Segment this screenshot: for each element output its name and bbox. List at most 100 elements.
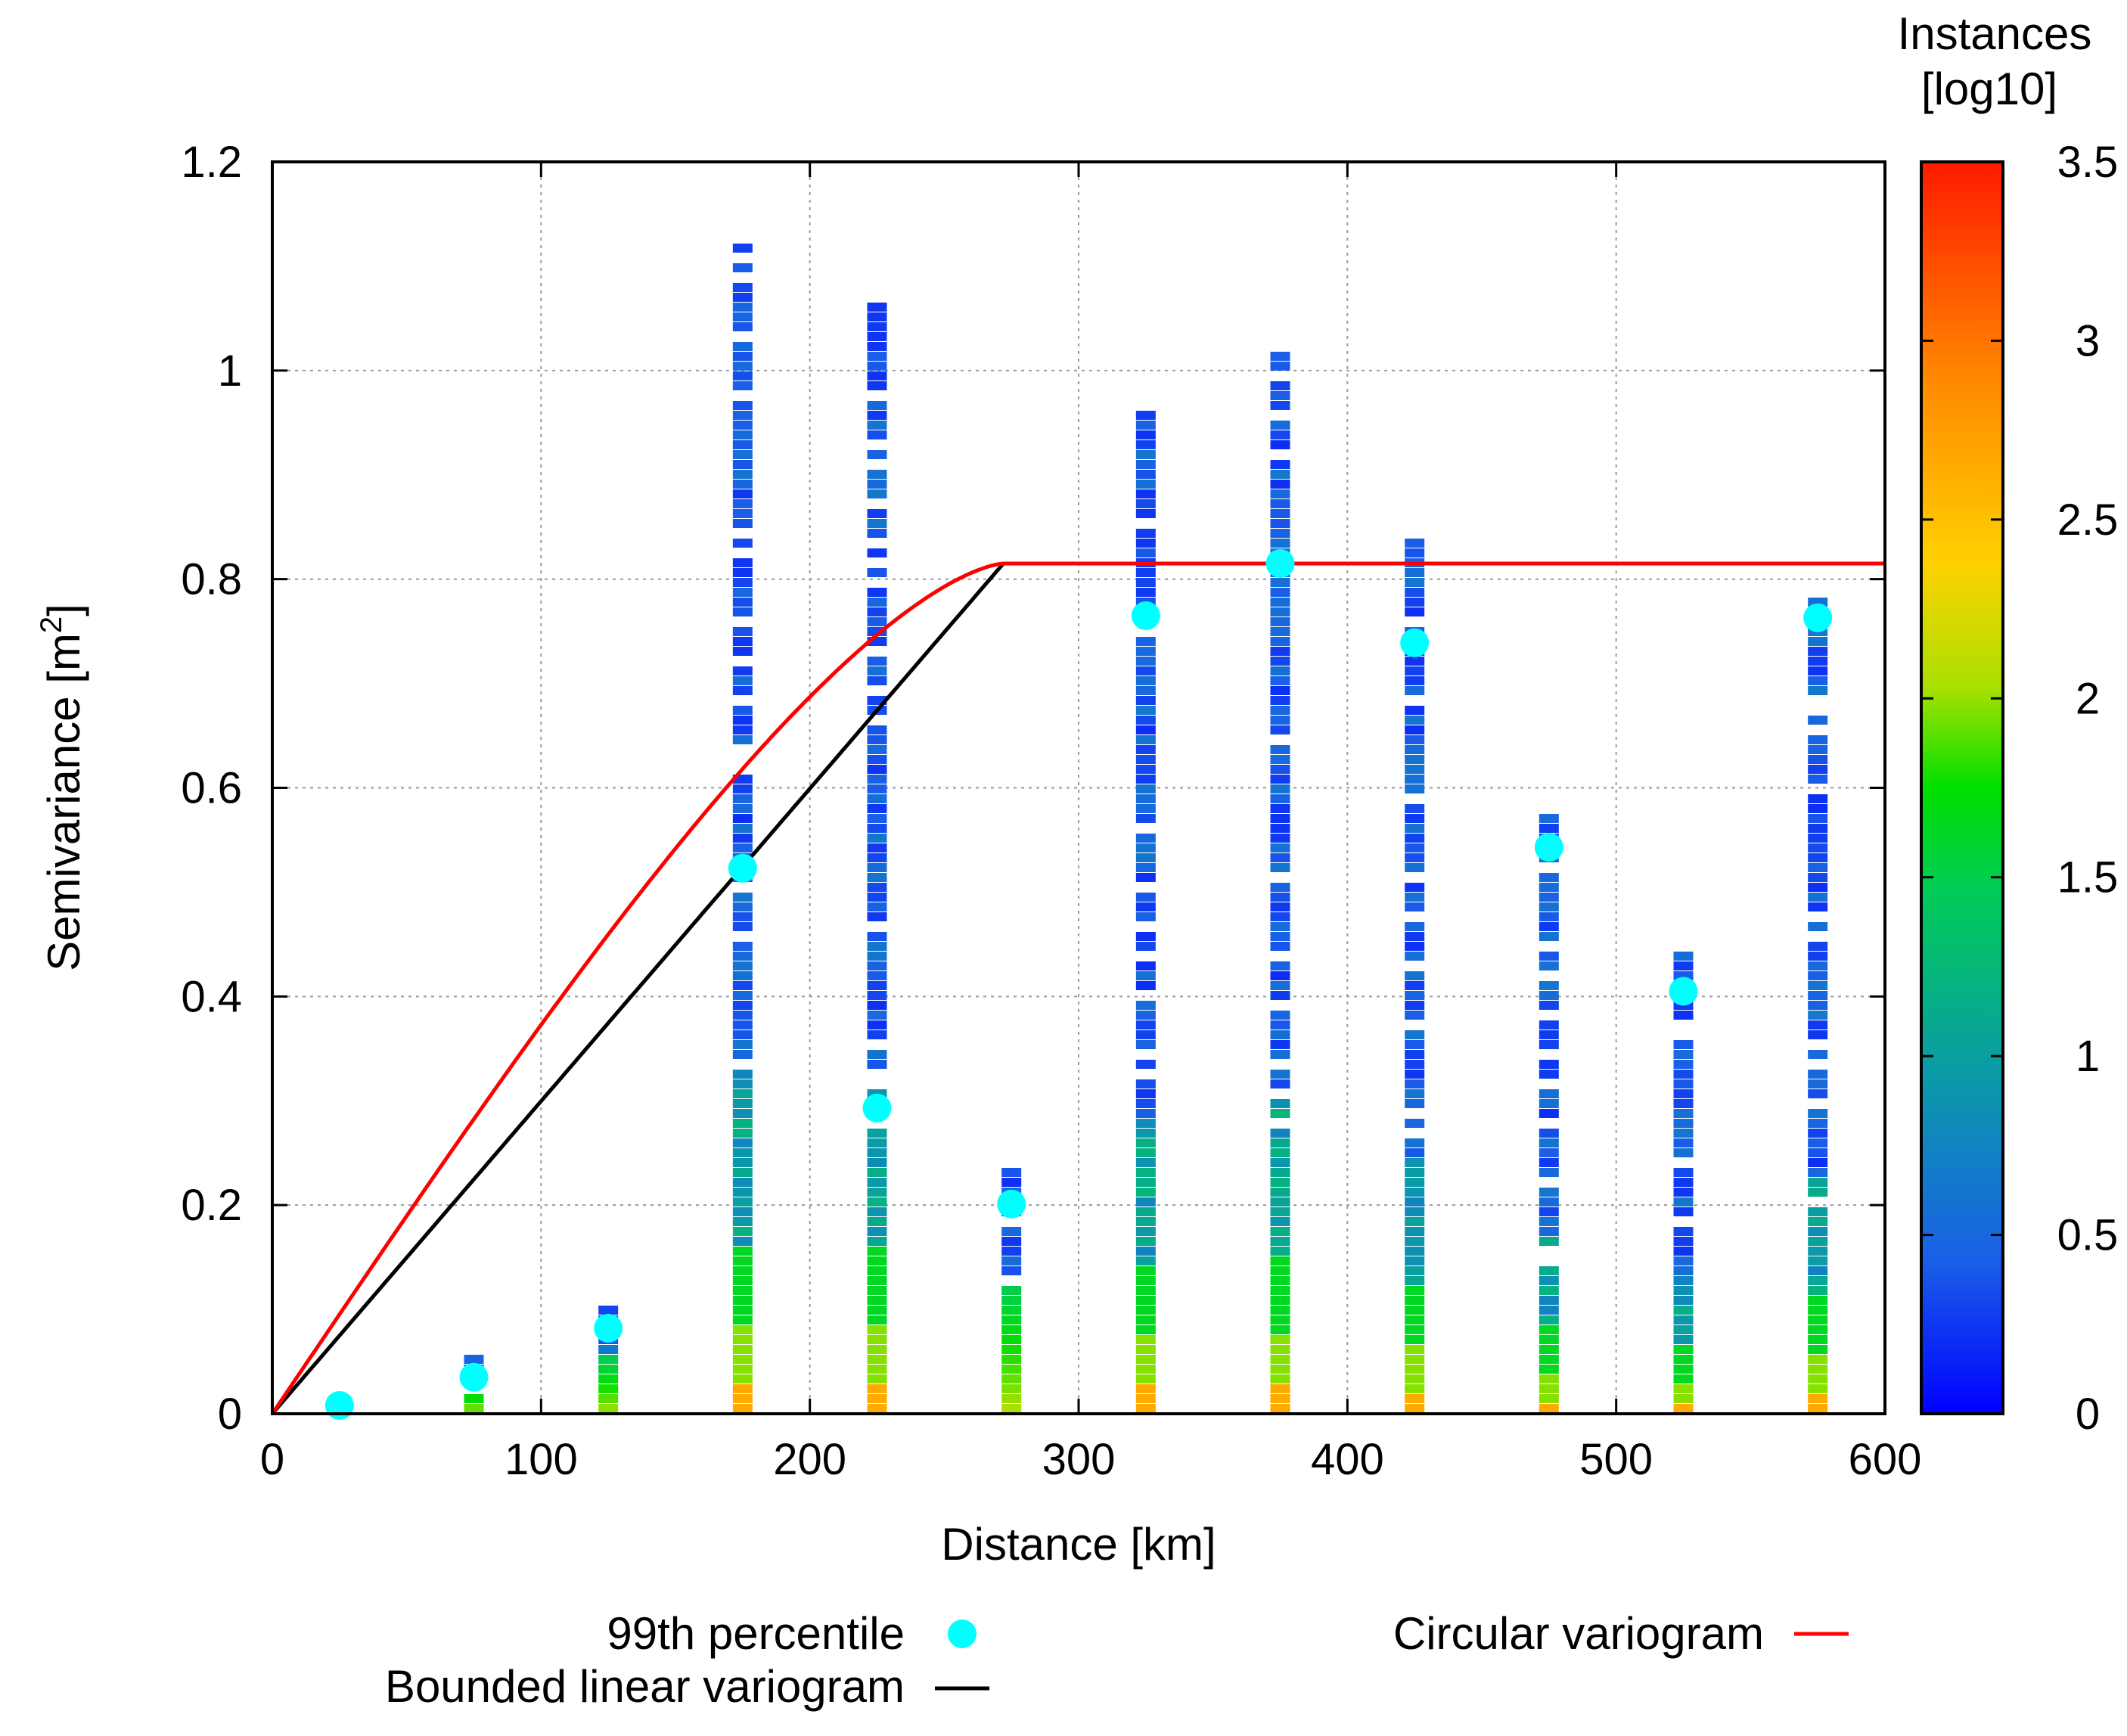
data-bar-segment [867, 952, 887, 961]
colorbar-tick-label: 1.5 [2057, 853, 2119, 902]
data-bar-segment [1270, 1374, 1290, 1384]
data-bar-segment [867, 342, 887, 351]
data-bar-segment [1808, 1207, 1828, 1216]
data-bar-segment [1673, 1099, 1694, 1108]
data-bar-segment [1539, 883, 1559, 892]
data-bar-segment [598, 1384, 619, 1393]
data-bar-segment [1808, 1178, 1828, 1187]
data-bar-segment [1405, 1119, 1425, 1128]
data-bar-segment [867, 1168, 887, 1177]
data-bar-segment [1001, 1404, 1022, 1413]
data-bar-segment [1673, 1365, 1694, 1374]
data-bar-segment [1539, 1335, 1559, 1344]
data-bar-segment [1270, 942, 1290, 951]
data-bar-segment [1135, 657, 1156, 666]
data-bar-segment [867, 322, 887, 331]
data-bar-segment [1135, 509, 1156, 518]
data-bar-segment [1135, 647, 1156, 656]
data-bar-segment [1808, 834, 1828, 843]
data-bar-segment [867, 381, 887, 390]
data-bar-segment [1135, 450, 1156, 459]
data-bar-segment [867, 902, 887, 911]
data-bar-segment [732, 1374, 753, 1384]
data-bar-segment [1405, 1335, 1425, 1344]
data-bar-segment [732, 1286, 753, 1295]
data-bar-segment [732, 804, 753, 813]
data-bar-segment [1135, 873, 1156, 882]
data-bar-segment [1673, 1237, 1694, 1246]
data-bar-segment [1808, 902, 1828, 911]
data-bar-segment [1673, 1138, 1694, 1147]
data-bar-segment [1270, 1158, 1290, 1167]
data-bar-segment [867, 421, 887, 430]
data-bar-segment [1270, 1148, 1290, 1157]
data-bar-segment [1270, 755, 1290, 764]
data-bar-segment [1135, 1394, 1156, 1403]
data-bar-segment [1135, 1158, 1156, 1167]
x-tick-label: 600 [1849, 1435, 1922, 1484]
data-bar-segment [1135, 1109, 1156, 1118]
data-bar-segment [867, 1050, 887, 1059]
data-bar-segment [1270, 883, 1290, 892]
data-bar-segment [732, 362, 753, 371]
data-bar-segment [1405, 784, 1425, 793]
data-bar-segment [1135, 1256, 1156, 1266]
data-bar-segment [1270, 912, 1290, 921]
data-bar-segment [867, 519, 887, 528]
data-bar-segment [1001, 1365, 1022, 1374]
data-bar-segment [598, 1306, 619, 1315]
data-bar-segment [1135, 1168, 1156, 1177]
data-bar-segment [1405, 981, 1425, 990]
data-bar-segment [1270, 775, 1290, 784]
colorbar-tick-label: 0.5 [2057, 1211, 2119, 1260]
data-bar-segment [1808, 1335, 1828, 1344]
y-axis-title-end: ] [39, 604, 89, 616]
data-bar-segment [1135, 1119, 1156, 1128]
data-bar-segment [732, 371, 753, 380]
data-bar-segment [1270, 499, 1290, 508]
data-bar-segment [1270, 1276, 1290, 1285]
y-tick-label: 0.6 [181, 764, 242, 813]
data-bar-segment [732, 1109, 753, 1118]
data-bar-segment [1270, 1335, 1290, 1344]
data-bar-segment [1135, 440, 1156, 449]
data-bar-segment [732, 637, 753, 646]
data-bar-segment [1405, 1276, 1425, 1285]
data-bar-segment [867, 1060, 887, 1069]
data-bar-segment [1001, 1345, 1022, 1354]
data-bar-segment [1135, 1129, 1156, 1138]
data-bar-segment [732, 1217, 753, 1226]
data-bar-segment [1270, 1020, 1290, 1029]
data-bar-segment [1808, 1266, 1828, 1275]
data-bar-segment [732, 991, 753, 1000]
data-bar-segment [1270, 1394, 1290, 1403]
data-bar-segment [1135, 539, 1156, 548]
data-bar-segment [1539, 1001, 1559, 1010]
data-bar-segment [1001, 1315, 1022, 1325]
data-bar-segment [732, 1394, 753, 1403]
data-bar-segment [732, 1227, 753, 1236]
percentile-point [594, 1313, 623, 1343]
data-bar-segment [1808, 1158, 1828, 1167]
data-bar-segment [732, 568, 753, 577]
data-bar-segment [1135, 804, 1156, 813]
data-bar-segment [1405, 1237, 1425, 1246]
data-bar-segment [1808, 676, 1828, 685]
data-bar-segment [1405, 1040, 1425, 1049]
data-bar-segment [1405, 883, 1425, 892]
data-bar-segment [1808, 666, 1828, 675]
colorbar-title-line2: [log10] [1921, 64, 2057, 114]
data-bar-segment [1539, 1355, 1559, 1364]
data-bar-segment [1270, 893, 1290, 902]
data-bar-segment [1405, 666, 1425, 675]
data-bar-segment [867, 1394, 887, 1403]
data-bar-segment [732, 440, 753, 449]
data-bar-segment [1135, 961, 1156, 970]
data-bar-segment [867, 548, 887, 557]
data-bar-segment [1270, 391, 1290, 400]
percentile-point [1265, 548, 1295, 578]
data-bar-segment [732, 1355, 753, 1364]
data-bar-segment [867, 352, 887, 361]
data-bar-segment [1135, 1148, 1156, 1157]
data-bar-segment [1270, 578, 1290, 587]
